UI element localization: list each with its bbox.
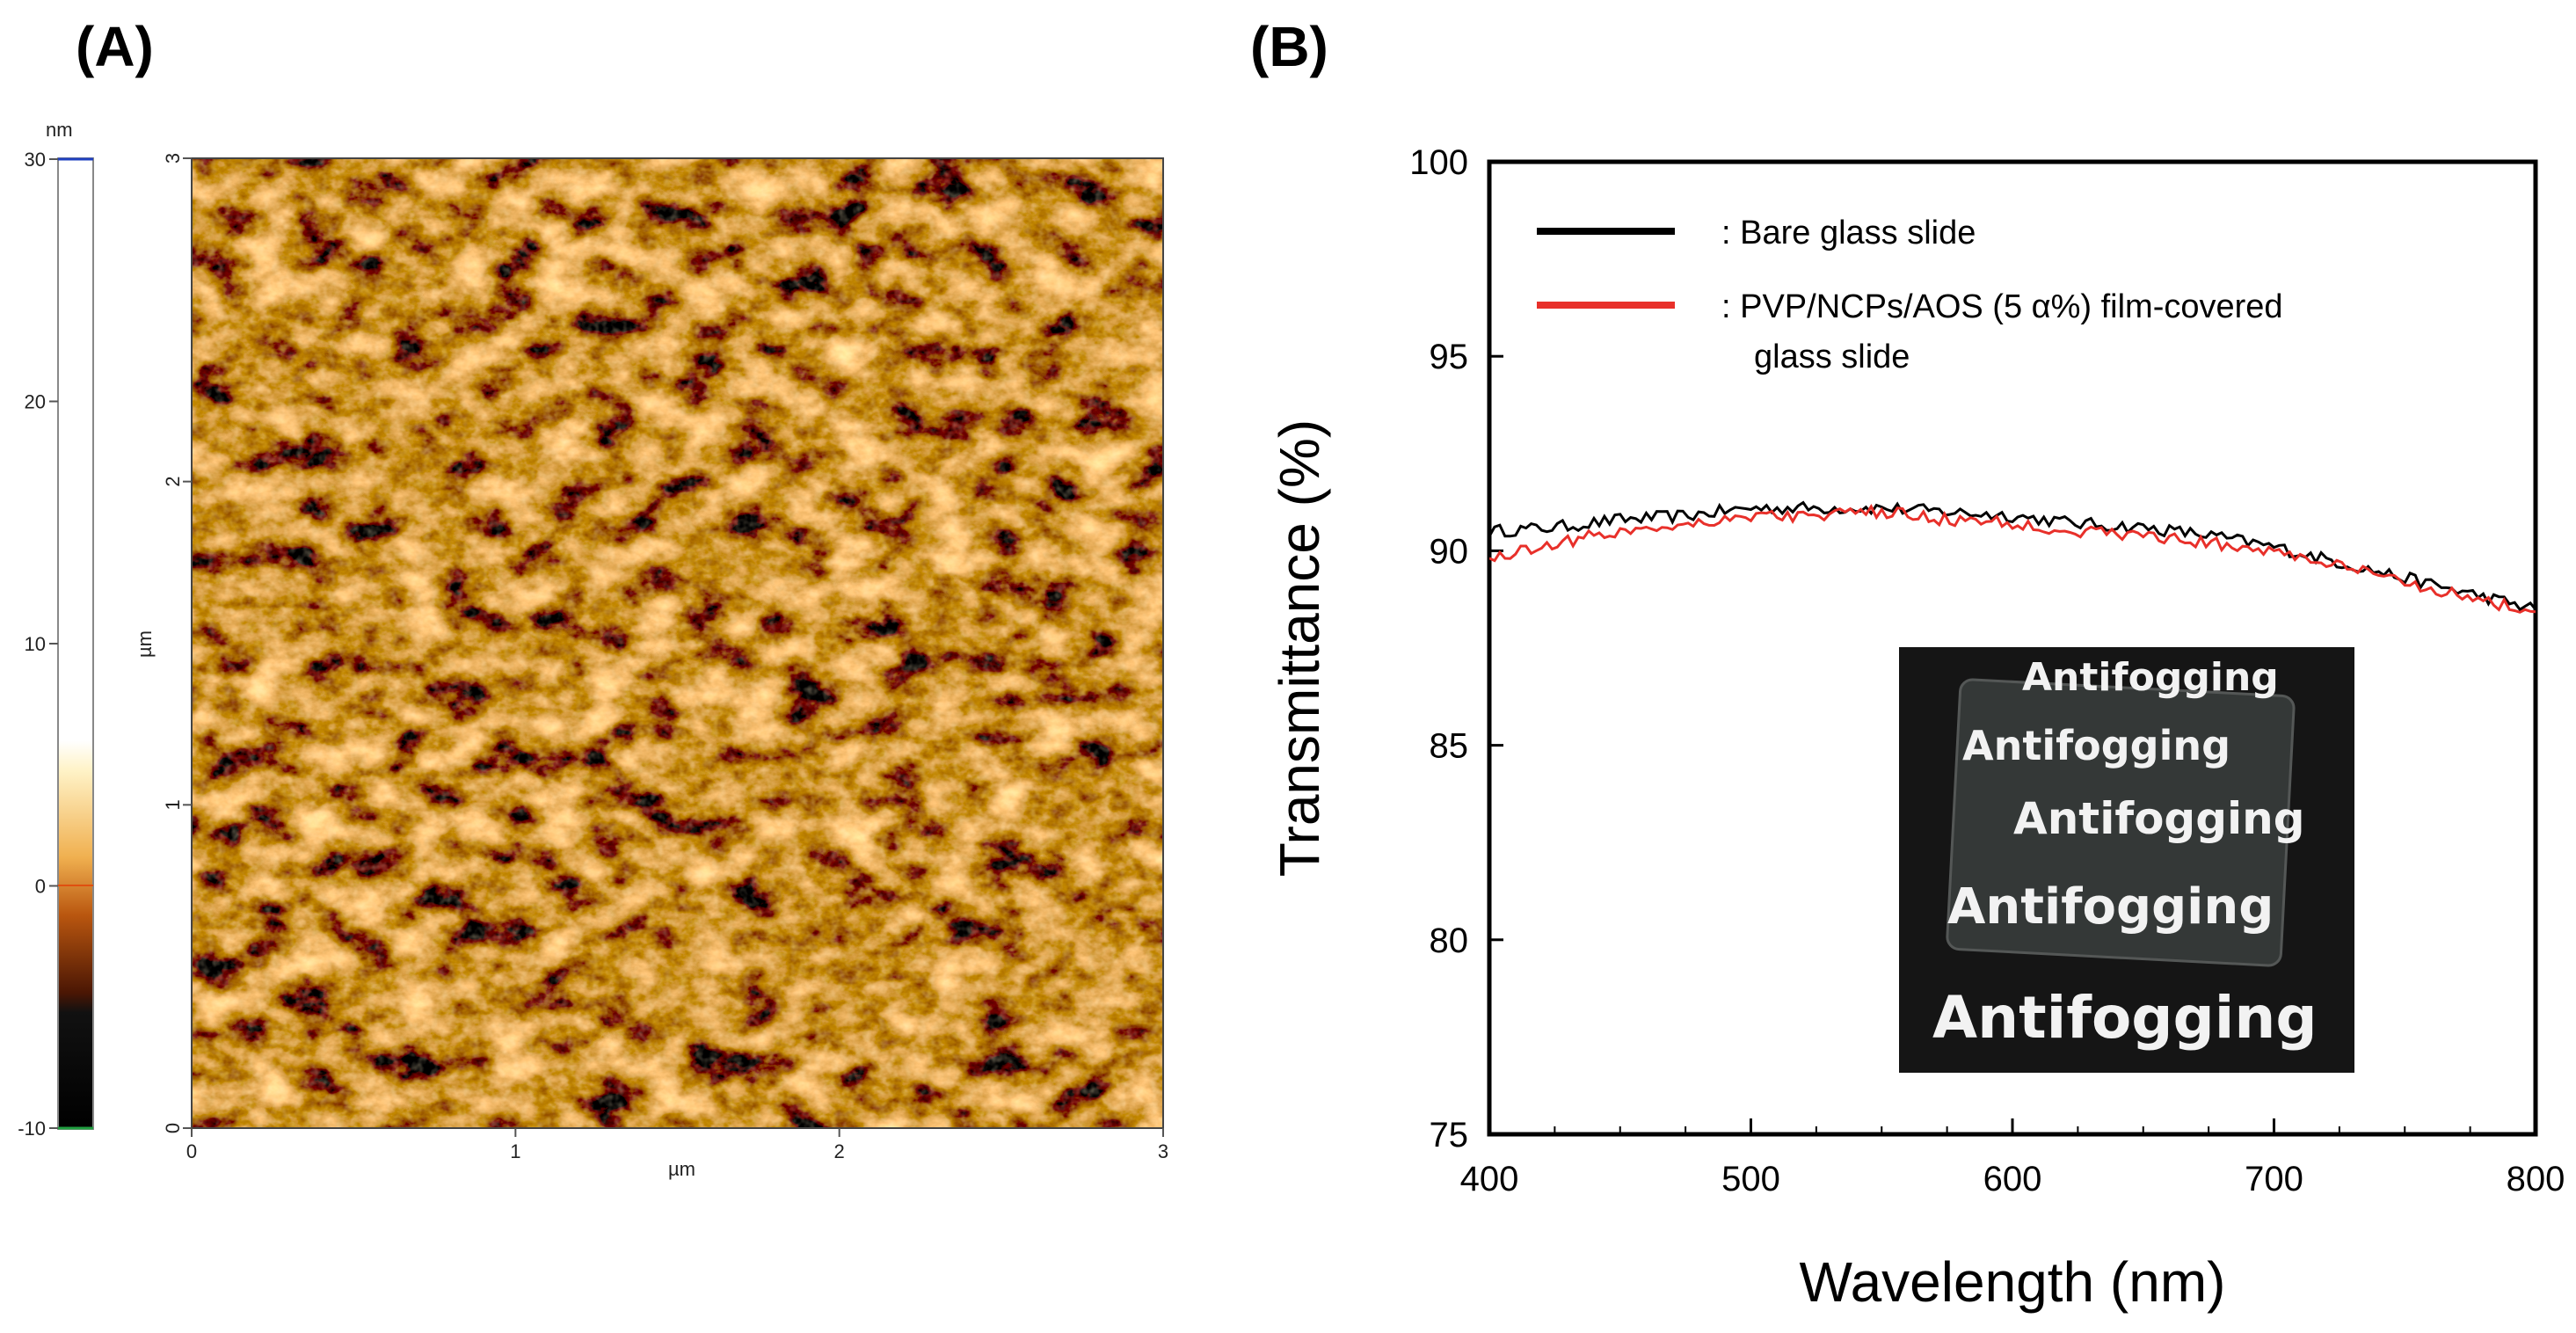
legend: : Bare glass slide : PVP/NCPs/AOS (5 α%)… xyxy=(1537,215,2283,375)
afm-y-tick-label: 2 xyxy=(162,477,184,487)
inset-word-antifogging: Antifogging xyxy=(1932,984,2318,1052)
series-line-film-covered xyxy=(1489,504,2536,614)
y-axis-title: Transmittance (%) xyxy=(1268,419,1331,877)
y-tick-label: 75 xyxy=(1430,1116,1469,1155)
afm-colorbar xyxy=(57,157,94,1130)
legend-label-film: : PVP/NCPs/AOS (5 α%) film-covered xyxy=(1721,288,2283,325)
afm-y-tick-label: 0 xyxy=(162,1123,184,1133)
x-tick-label: 600 xyxy=(1983,1160,2042,1198)
inset-word-antifogging: Antifogging xyxy=(1947,878,2274,936)
afm-y-label: µm xyxy=(134,630,156,658)
inset-word-antifogging: Antifogging xyxy=(1962,722,2230,769)
colorbar-tick-label: 10 xyxy=(25,633,46,655)
colorbar-tick-label: 30 xyxy=(25,149,46,171)
y-tick-label: 100 xyxy=(1409,143,1468,182)
afm-x-tick-label: 3 xyxy=(1158,1140,1168,1162)
inset-word-antifogging: Antifogging xyxy=(2022,655,2279,700)
panel-b-label: (B) xyxy=(1250,15,1328,78)
colorbar-tick-label: 20 xyxy=(25,391,46,413)
legend-label-film-line2: glass slide xyxy=(1754,339,1910,375)
x-axis-title: Wavelength (nm) xyxy=(1800,1250,2226,1314)
afm-height-map xyxy=(191,157,1164,1129)
y-tick-label: 85 xyxy=(1430,727,1469,766)
afm-x-tick-label: 1 xyxy=(510,1140,520,1162)
afm-x-tick-label: 0 xyxy=(186,1140,197,1162)
x-tick-label: 800 xyxy=(2507,1160,2565,1198)
afm-y-tick-label: 3 xyxy=(162,153,184,164)
x-tick-label: 400 xyxy=(1460,1160,1519,1198)
panel-a-label: (A) xyxy=(76,15,154,78)
y-tick-label: 80 xyxy=(1430,921,1469,960)
afm-x-label: µm xyxy=(668,1158,695,1180)
y-tick-label: 90 xyxy=(1430,532,1469,571)
colorbar-tick-label: 0 xyxy=(35,876,46,898)
y-tick-label: 95 xyxy=(1430,338,1469,376)
x-tick-label: 500 xyxy=(1721,1160,1780,1198)
afm-y-tick-label: 1 xyxy=(162,799,184,810)
inset-photo-antifogging: Antifogging Antifogging Antifogging Antifog… xyxy=(1899,647,2354,1073)
inset-word-antifogging: Antifogging xyxy=(2013,793,2305,844)
legend-label-bare: : Bare glass slide xyxy=(1721,215,1976,251)
colorbar-unit: nm xyxy=(46,119,73,141)
x-tick-label: 700 xyxy=(2245,1160,2303,1198)
series-line-bare-glass xyxy=(1489,500,2536,612)
afm-x-tick-label: 2 xyxy=(834,1140,845,1162)
colorbar-tick-label: -10 xyxy=(18,1118,46,1140)
